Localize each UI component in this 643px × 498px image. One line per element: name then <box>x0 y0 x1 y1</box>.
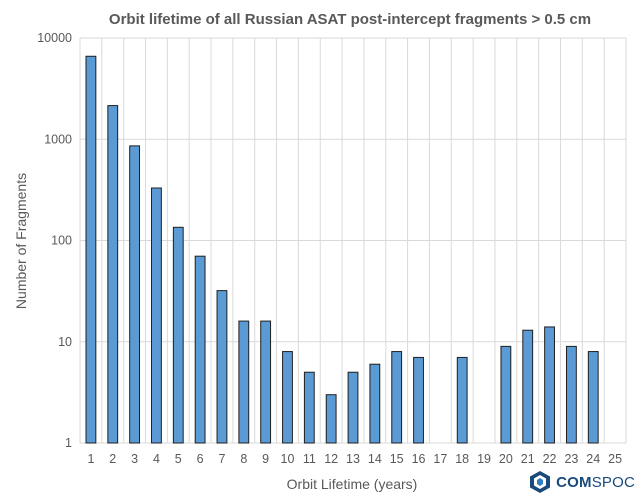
x-tick-label: 22 <box>543 452 557 466</box>
x-tick-label: 17 <box>433 452 447 466</box>
bar-year-1 <box>85 55 97 444</box>
bar-year-23 <box>565 345 577 444</box>
y-tick-label: 100 <box>51 234 72 248</box>
x-tick-label: 5 <box>175 452 182 466</box>
y-tick-labels: 1 10 100 1000 10000 <box>37 31 72 450</box>
bar-year-9 <box>260 320 272 444</box>
y-tick-label: 1000 <box>44 132 72 146</box>
x-tick-label: 24 <box>586 452 600 466</box>
chart-title: Orbit lifetime of all Russian ASAT post-… <box>109 11 591 28</box>
x-tick-label: 4 <box>153 452 160 466</box>
x-axis-title: Orbit Lifetime (years) <box>287 476 418 492</box>
x-tick-label: 13 <box>346 452 360 466</box>
y-tick-label: 1 <box>65 436 72 450</box>
x-tick-label: 21 <box>521 452 535 466</box>
comspoc-logo: COMSPOC <box>528 470 635 494</box>
x-tick-label: 16 <box>412 452 426 466</box>
x-tick-label: 2 <box>109 452 116 466</box>
bar-year-24 <box>587 351 599 444</box>
x-tick-label: 15 <box>390 452 404 466</box>
bar-year-15 <box>391 351 403 444</box>
bar-year-3 <box>129 145 141 444</box>
bar-year-16 <box>413 356 424 444</box>
x-tick-label: 25 <box>608 452 622 466</box>
bar-year-22 <box>544 326 555 444</box>
bar-year-7 <box>216 290 228 444</box>
x-tick-labels: 1 2 3 4 5 6 7 8 9 10 11 12 13 14 15 16 17 18 19 20 21 22 23 24 2… <box>87 452 622 466</box>
bars <box>85 55 599 444</box>
y-tick-label: 10 <box>58 335 72 349</box>
bar-year-20 <box>500 345 512 444</box>
bar-year-8 <box>238 320 250 444</box>
bar-year-14 <box>369 363 381 444</box>
x-tick-label: 18 <box>455 452 469 466</box>
bar-year-21 <box>522 329 534 444</box>
bar-year-5 <box>172 226 184 444</box>
x-tick-label: 6 <box>197 452 204 466</box>
bar-year-18 <box>456 356 468 444</box>
x-tick-label: 9 <box>262 452 269 466</box>
comspoc-cube-icon <box>530 471 551 493</box>
y-axis-title: Number of Fragments <box>13 173 29 309</box>
x-tick-label: 23 <box>564 452 578 466</box>
bar-year-4 <box>151 187 162 444</box>
bar-year-12 <box>325 394 337 444</box>
bar-year-2 <box>107 105 119 444</box>
x-tick-label: 20 <box>499 452 513 466</box>
grid-lines <box>79 37 627 444</box>
bar-year-11 <box>303 371 315 444</box>
x-tick-label: 7 <box>218 452 225 466</box>
x-tick-label: 19 <box>477 452 491 466</box>
comspoc-logo-text: COMSPOC <box>556 473 635 491</box>
bar-year-13 <box>347 371 359 444</box>
x-tick-label: 12 <box>324 452 338 466</box>
y-tick-label: 10000 <box>37 31 72 45</box>
bar-year-10 <box>282 351 293 444</box>
x-tick-label: 8 <box>240 452 247 466</box>
x-tick-label: 14 <box>368 452 382 466</box>
x-tick-label: 11 <box>303 452 316 466</box>
x-tick-label: 10 <box>281 452 295 466</box>
x-tick-label: 1 <box>87 452 94 466</box>
bar-year-6 <box>194 255 206 444</box>
x-tick-label: 3 <box>131 452 138 466</box>
